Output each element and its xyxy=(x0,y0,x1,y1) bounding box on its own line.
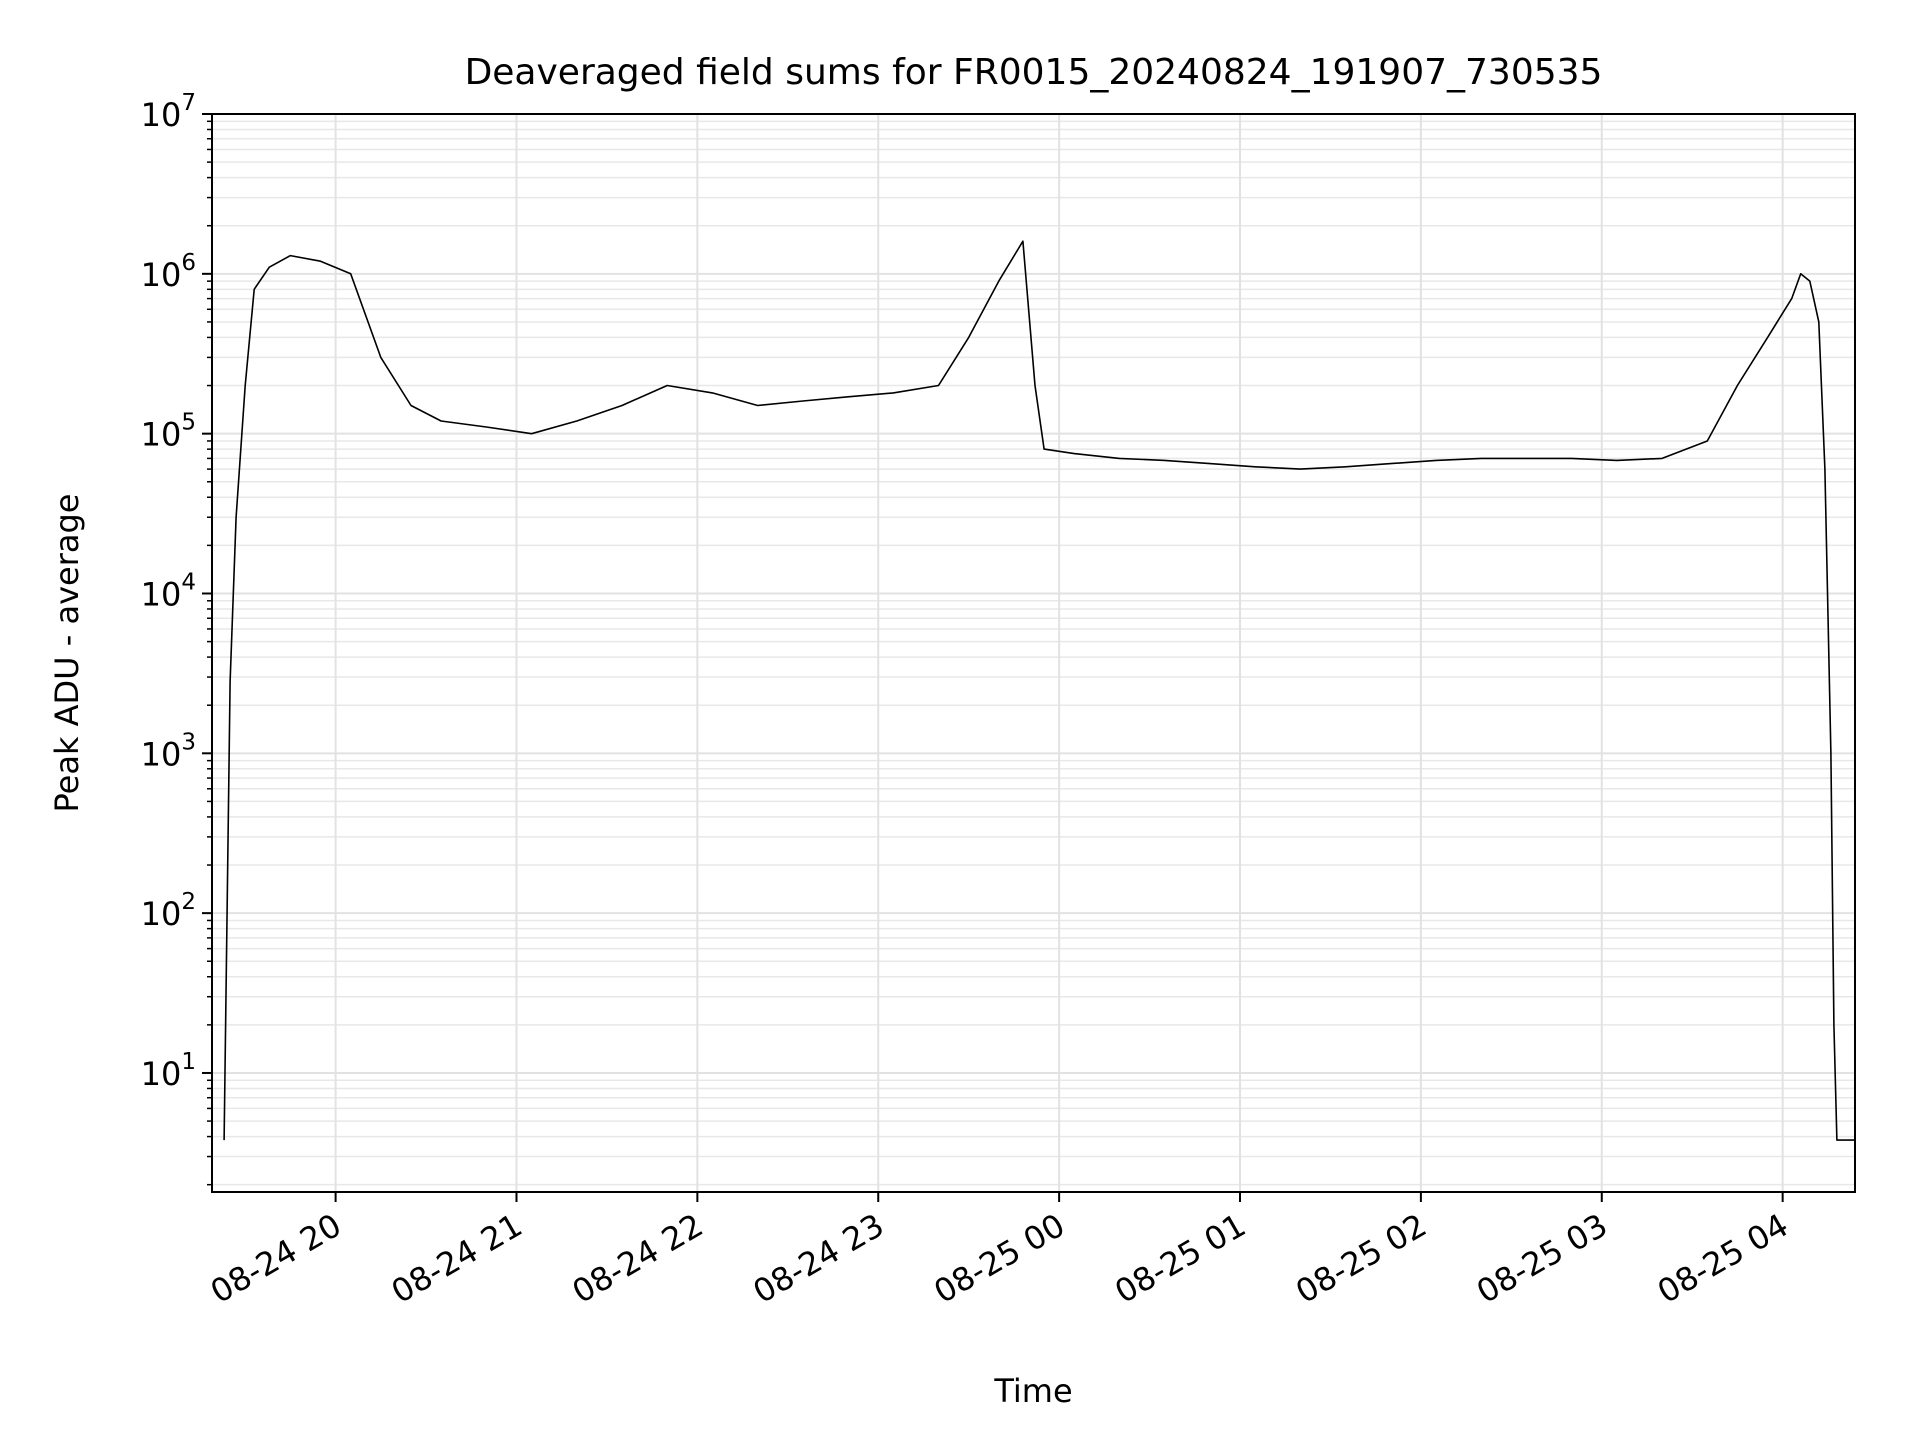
x-axis-label: Time xyxy=(993,1372,1072,1410)
y-tick-label: 105 xyxy=(141,410,196,454)
y-axis-label: Peak ADU - average xyxy=(48,494,86,813)
plot-frame xyxy=(211,113,1856,1193)
line-layer xyxy=(223,240,1855,1141)
y-tick-label: 103 xyxy=(141,729,196,773)
data-line xyxy=(223,240,1855,1141)
y-tick-label: 101 xyxy=(141,1049,196,1093)
y-tick-label: 104 xyxy=(141,569,196,613)
y-tick-label: 107 xyxy=(141,90,196,134)
y-tick-label: 102 xyxy=(141,889,196,933)
chart-title: Deaveraged field sums for FR0015_2024082… xyxy=(465,52,1603,93)
y-tick-label: 106 xyxy=(141,250,196,294)
